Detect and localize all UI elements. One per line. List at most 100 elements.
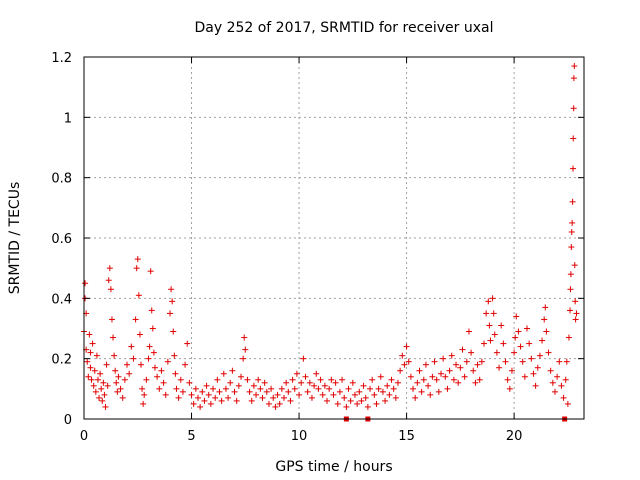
data-point xyxy=(253,391,260,398)
y-tick-label: 0.4 xyxy=(51,292,72,307)
data-point xyxy=(336,388,343,395)
data-point xyxy=(229,367,236,374)
data-point xyxy=(444,385,451,392)
data-point xyxy=(429,373,436,380)
data-point xyxy=(572,316,579,323)
data-point xyxy=(437,370,444,377)
data-point xyxy=(220,370,227,377)
data-point xyxy=(440,355,447,362)
data-point xyxy=(240,355,247,362)
data-point xyxy=(521,373,528,380)
y-tick-label: 1.2 xyxy=(51,51,72,66)
data-point xyxy=(373,400,380,407)
data-point xyxy=(278,385,285,392)
data-point xyxy=(360,382,367,389)
x-axis-label: GPS time / hours xyxy=(275,459,392,475)
data-point xyxy=(170,328,177,335)
data-point xyxy=(302,373,309,380)
data-point xyxy=(364,403,371,410)
data-points xyxy=(81,63,580,422)
data-point xyxy=(114,388,121,395)
data-point xyxy=(146,343,153,350)
data-point xyxy=(457,364,464,371)
data-point xyxy=(427,391,434,398)
data-point xyxy=(517,343,524,350)
data-point xyxy=(255,376,262,383)
data-point xyxy=(308,394,315,401)
data-point xyxy=(270,394,277,401)
data-point xyxy=(300,355,307,362)
data-point xyxy=(84,358,91,365)
data-point xyxy=(197,403,204,410)
data-point xyxy=(203,382,210,389)
data-point xyxy=(519,358,526,365)
data-point xyxy=(218,397,225,404)
data-point xyxy=(169,298,176,305)
data-point xyxy=(511,349,518,356)
data-point xyxy=(347,397,354,404)
data-point xyxy=(539,337,546,344)
data-point xyxy=(512,334,519,341)
data-point xyxy=(92,388,99,395)
data-point xyxy=(90,382,97,389)
data-point xyxy=(248,397,255,404)
data-point xyxy=(291,385,298,392)
data-point xyxy=(141,391,148,398)
data-point xyxy=(567,307,574,314)
data-point xyxy=(287,397,294,404)
data-point xyxy=(463,358,470,365)
data-point xyxy=(283,379,290,386)
data-point xyxy=(102,403,109,410)
data-point xyxy=(486,322,493,329)
data-point xyxy=(446,367,453,374)
data-point xyxy=(162,391,169,398)
data-point xyxy=(504,376,511,383)
data-point xyxy=(556,358,563,365)
data-point xyxy=(513,313,520,320)
data-point xyxy=(143,376,150,383)
data-point xyxy=(570,105,577,112)
data-point xyxy=(405,358,412,365)
data-point xyxy=(113,379,120,386)
data-point xyxy=(532,382,539,389)
data-point xyxy=(89,340,96,347)
data-point xyxy=(515,328,522,335)
data-point xyxy=(324,397,331,404)
data-point xyxy=(298,379,305,386)
data-point xyxy=(570,165,577,172)
data-point xyxy=(135,292,142,299)
data-point xyxy=(571,63,578,70)
data-point xyxy=(502,358,509,365)
data-point xyxy=(222,385,229,392)
data-point xyxy=(465,328,472,335)
data-point xyxy=(431,358,438,365)
data-point xyxy=(98,385,105,392)
data-point xyxy=(358,397,365,404)
data-point xyxy=(330,391,337,398)
data-point xyxy=(188,391,195,398)
data-point xyxy=(564,400,571,407)
data-point xyxy=(151,364,158,371)
data-point xyxy=(265,400,272,407)
data-point xyxy=(567,271,574,278)
data-point xyxy=(205,391,212,398)
y-tick-label: 0.6 xyxy=(51,232,72,247)
data-point xyxy=(86,331,93,338)
chart-title: Day 252 of 2017, SRMTID for receiver uxa… xyxy=(194,20,493,36)
data-point xyxy=(401,361,408,368)
x-tick-label: 5 xyxy=(187,429,195,444)
data-point xyxy=(216,388,223,395)
data-point xyxy=(549,379,556,386)
data-point xyxy=(190,400,197,407)
data-point xyxy=(177,376,184,383)
data-point xyxy=(246,388,253,395)
data-point xyxy=(418,388,425,395)
data-point xyxy=(551,388,558,395)
data-point xyxy=(543,328,550,335)
data-point xyxy=(85,373,92,380)
data-point xyxy=(570,75,577,82)
data-point xyxy=(110,334,117,341)
data-point xyxy=(420,376,427,383)
data-point xyxy=(534,364,541,371)
data-point xyxy=(139,385,146,392)
